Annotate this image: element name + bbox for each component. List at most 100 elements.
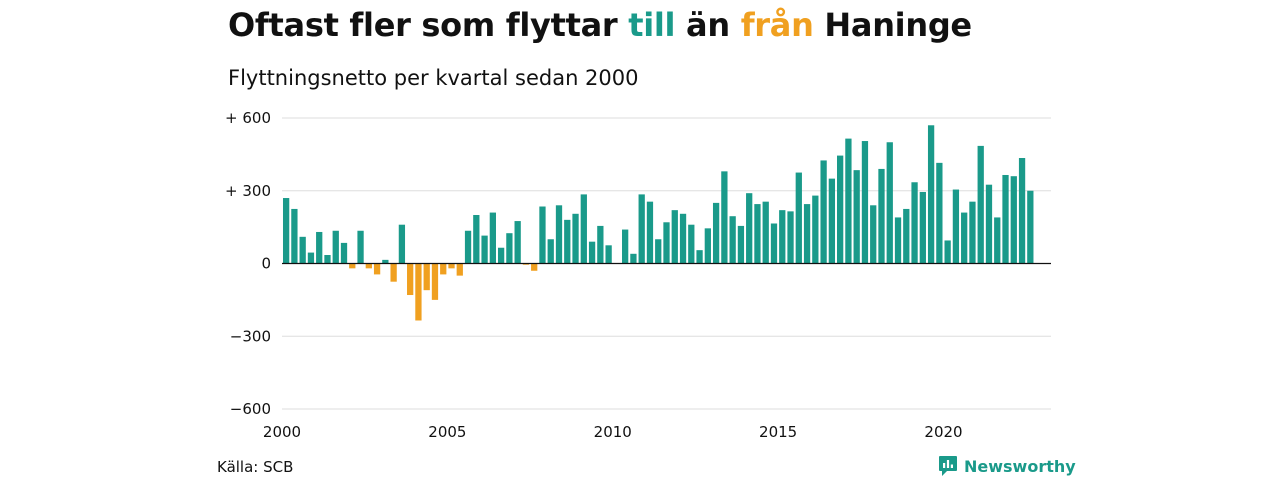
bar xyxy=(779,210,786,264)
bar xyxy=(572,213,579,264)
bar xyxy=(489,212,496,264)
bar xyxy=(307,252,315,264)
bar xyxy=(415,263,422,321)
bar xyxy=(861,141,869,264)
bar xyxy=(440,263,447,275)
bar xyxy=(754,204,761,264)
bar xyxy=(936,162,943,264)
source-note: Källa: SCB xyxy=(217,458,294,476)
bar xyxy=(456,263,463,276)
bar xyxy=(622,229,629,264)
bar xyxy=(373,263,381,275)
title-highlight-to: till xyxy=(628,6,676,44)
bar xyxy=(282,198,290,264)
y-tick-label: 0 xyxy=(261,255,271,273)
bar xyxy=(828,178,836,264)
bar xyxy=(737,225,745,264)
bar xyxy=(464,230,472,264)
bar xyxy=(291,208,298,264)
bar xyxy=(646,201,654,264)
bar xyxy=(712,202,720,264)
bar xyxy=(911,182,918,264)
y-tick-label: −300 xyxy=(230,327,271,345)
bar xyxy=(969,201,976,264)
bar xyxy=(1018,158,1026,264)
chart-subtitle: Flyttningsnetto per kvartal sedan 2000 xyxy=(228,66,639,90)
bar xyxy=(803,204,811,264)
bar xyxy=(952,189,960,264)
bar xyxy=(580,194,587,264)
y-tick-label: −600 xyxy=(230,400,271,418)
bar xyxy=(729,216,736,264)
chart-axes: + 600 + 300 0 −300 −600 2000 2005 2010 2015 2020 xyxy=(225,109,1051,441)
bar xyxy=(365,263,372,269)
bar xyxy=(977,145,984,264)
bar xyxy=(770,223,778,264)
bar xyxy=(696,250,703,264)
bar xyxy=(671,210,678,264)
title-part-3: Haninge xyxy=(813,6,972,44)
y-tick-label: + 600 xyxy=(225,109,271,127)
bar xyxy=(787,211,794,264)
bar xyxy=(349,263,356,269)
x-tick-label: 2020 xyxy=(924,423,962,441)
bar xyxy=(721,171,728,264)
bar xyxy=(886,142,893,264)
bar xyxy=(431,263,439,300)
bar xyxy=(332,230,339,264)
bar xyxy=(1010,176,1017,264)
bar xyxy=(837,155,844,264)
bar xyxy=(894,217,902,264)
bar xyxy=(316,231,323,264)
bar xyxy=(588,241,596,264)
bar xyxy=(423,263,430,291)
bar xyxy=(299,236,306,264)
bar xyxy=(539,206,546,264)
bar xyxy=(555,205,563,264)
bar xyxy=(448,263,455,269)
bar xyxy=(663,222,670,264)
bar xyxy=(597,225,604,264)
bar xyxy=(870,205,877,264)
bar xyxy=(340,242,348,264)
x-tick-label: 2010 xyxy=(594,423,632,441)
bar xyxy=(547,239,554,264)
bar xyxy=(795,172,802,264)
bar xyxy=(390,263,397,282)
bar xyxy=(605,245,612,264)
bar xyxy=(994,217,1001,264)
bar xyxy=(506,233,513,264)
bar xyxy=(762,201,769,264)
bar xyxy=(630,253,637,264)
bar xyxy=(638,194,645,264)
chart-title: Oftast fler som flyttar till än från Han… xyxy=(228,6,972,44)
bar xyxy=(704,228,711,264)
bar xyxy=(985,184,993,264)
bar xyxy=(407,263,414,296)
bar xyxy=(357,230,364,264)
chart-grid xyxy=(282,117,1051,410)
bar xyxy=(382,259,389,264)
title-part-2: än xyxy=(675,6,741,44)
bar xyxy=(688,224,695,264)
bar xyxy=(514,221,521,264)
bar xyxy=(324,255,331,264)
bar xyxy=(481,235,488,264)
bar xyxy=(398,224,406,264)
bar xyxy=(679,213,687,264)
bar xyxy=(927,125,935,264)
x-tick-label: 2005 xyxy=(428,423,466,441)
brand-name: Newsworthy xyxy=(964,456,1076,476)
brand-logo: Newsworthy xyxy=(938,455,1076,477)
bar xyxy=(903,208,910,264)
bar xyxy=(853,170,860,264)
chart-bars xyxy=(282,125,1034,321)
bar xyxy=(746,193,753,264)
title-highlight-from: från xyxy=(740,6,814,44)
title-part-1: Oftast fler som flyttar xyxy=(228,6,629,44)
x-tick-label: 2015 xyxy=(759,423,797,441)
bar xyxy=(1027,190,1034,264)
bar xyxy=(531,263,538,271)
bar xyxy=(564,219,571,264)
